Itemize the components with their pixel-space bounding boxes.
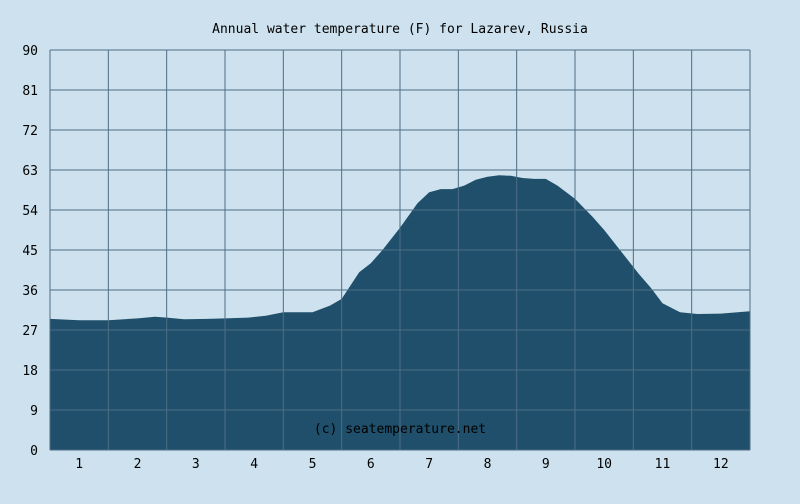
- x-tick-label: 11: [655, 457, 671, 472]
- x-tick-label: 12: [713, 457, 729, 472]
- x-tick-label: 5: [309, 457, 317, 472]
- x-tick-label: 10: [596, 457, 612, 472]
- y-tick-label: 63: [22, 164, 38, 179]
- x-tick-label: 2: [134, 457, 142, 472]
- copyright-watermark: (c) seatemperature.net: [314, 422, 486, 437]
- y-tick-label: 18: [22, 364, 38, 379]
- x-tick-label: 9: [542, 457, 550, 472]
- y-tick-label: 27: [22, 324, 38, 339]
- x-tick-label: 4: [250, 457, 258, 472]
- y-tick-label: 45: [22, 244, 38, 259]
- chart-title: Annual water temperature (F) for Lazarev…: [212, 22, 588, 37]
- x-tick-label: 8: [484, 457, 492, 472]
- y-tick-label: 72: [22, 124, 38, 139]
- y-tick-label: 9: [30, 404, 38, 419]
- x-tick-label: 7: [425, 457, 433, 472]
- x-tick-label: 3: [192, 457, 200, 472]
- x-tick-label: 6: [367, 457, 375, 472]
- y-tick-label: 54: [22, 204, 38, 219]
- y-tick-label: 81: [22, 84, 38, 99]
- y-tick-label: 36: [22, 284, 38, 299]
- y-tick-label: 90: [22, 44, 38, 59]
- y-tick-label: 0: [30, 444, 38, 459]
- x-tick-label: 1: [75, 457, 83, 472]
